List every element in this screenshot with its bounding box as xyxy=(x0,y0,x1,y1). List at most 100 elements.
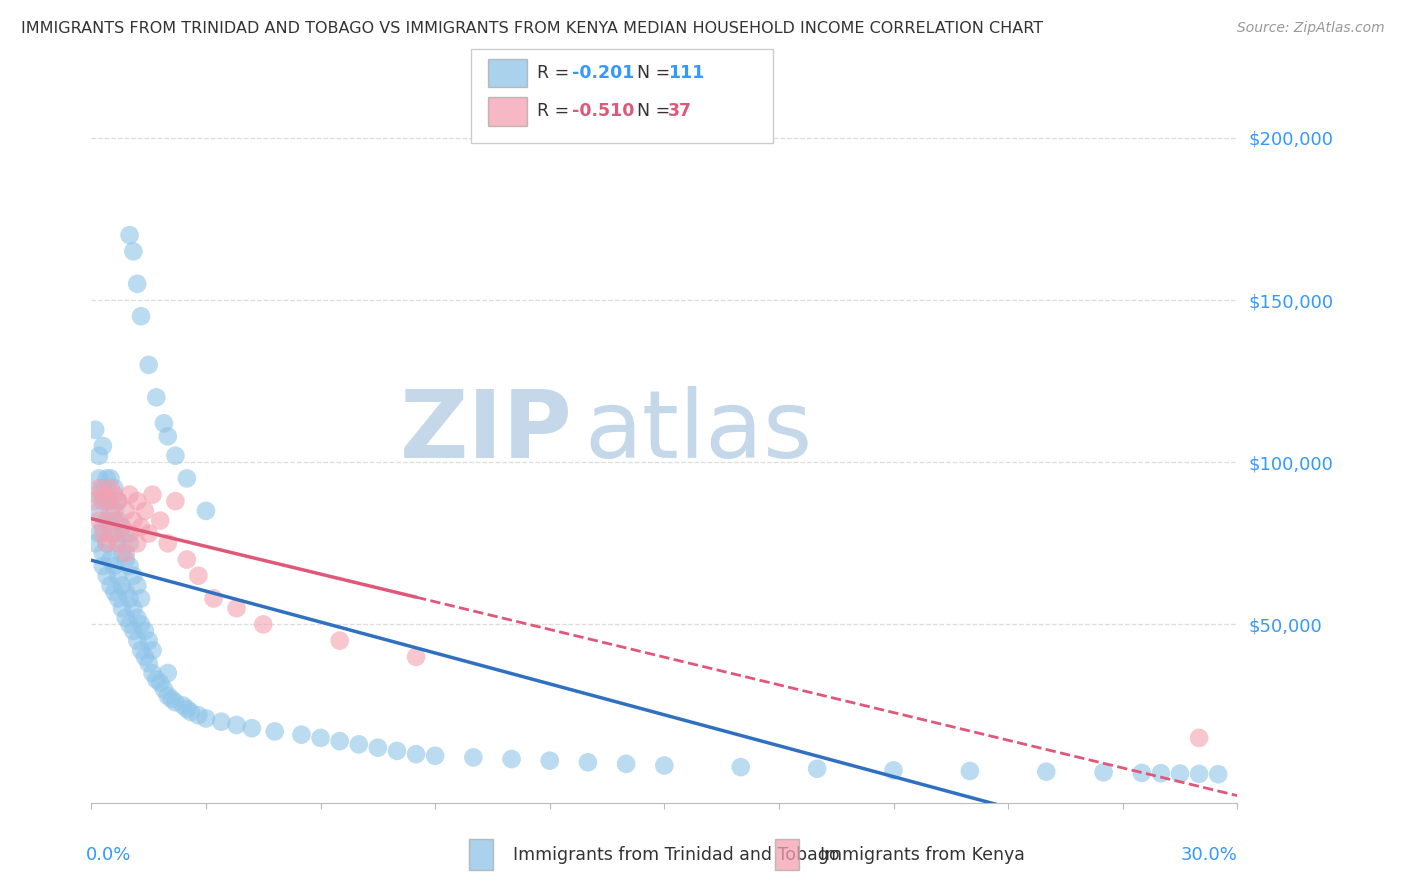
Point xyxy=(329,633,352,648)
Point xyxy=(122,624,145,638)
Point xyxy=(160,692,183,706)
Text: N =: N = xyxy=(626,103,675,120)
Point xyxy=(118,228,141,243)
Point xyxy=(114,546,136,560)
Point xyxy=(96,494,118,508)
Point xyxy=(91,546,114,560)
Point xyxy=(138,358,160,372)
Point xyxy=(91,559,114,574)
Point xyxy=(107,536,129,550)
Point xyxy=(118,559,141,574)
Point xyxy=(127,633,149,648)
Point xyxy=(1188,731,1211,745)
Point xyxy=(127,578,149,592)
Point xyxy=(84,494,107,508)
Point xyxy=(91,520,114,534)
Point xyxy=(309,731,332,745)
Text: N =: N = xyxy=(626,64,675,82)
Text: atlas: atlas xyxy=(583,385,813,478)
Point xyxy=(1188,767,1211,781)
Point xyxy=(111,546,134,560)
Point xyxy=(114,552,136,566)
Point xyxy=(111,601,134,615)
Point xyxy=(290,728,312,742)
Point xyxy=(538,754,561,768)
Point xyxy=(91,526,114,541)
Point xyxy=(118,591,141,606)
Point xyxy=(172,698,194,713)
Text: R =: R = xyxy=(537,103,575,120)
Point xyxy=(134,624,156,638)
Point xyxy=(1206,767,1229,781)
Point xyxy=(122,601,145,615)
Point xyxy=(194,711,217,725)
Point xyxy=(1035,764,1057,779)
Point xyxy=(1150,766,1173,780)
Point xyxy=(209,714,232,729)
Text: 0.0%: 0.0% xyxy=(86,846,131,863)
Point xyxy=(180,705,202,719)
Point xyxy=(153,682,176,697)
Text: Source: ZipAtlas.com: Source: ZipAtlas.com xyxy=(1237,21,1385,35)
Point xyxy=(652,758,675,772)
Text: -0.510: -0.510 xyxy=(572,103,634,120)
Point xyxy=(176,702,198,716)
Point xyxy=(107,494,129,508)
Point xyxy=(576,756,599,770)
Point xyxy=(103,504,125,518)
Point xyxy=(153,417,176,431)
Point xyxy=(882,764,904,778)
Point xyxy=(129,591,152,606)
Point xyxy=(187,708,209,723)
Point xyxy=(127,611,149,625)
Point xyxy=(141,643,163,657)
Point xyxy=(138,526,160,541)
Point xyxy=(176,552,198,566)
Point xyxy=(103,559,125,574)
Point xyxy=(501,752,523,766)
Point xyxy=(122,514,145,528)
Point xyxy=(91,481,114,495)
Point xyxy=(156,666,179,681)
Point xyxy=(91,488,114,502)
Point xyxy=(96,536,118,550)
Point xyxy=(103,526,125,541)
Point xyxy=(1168,766,1191,780)
Point xyxy=(129,520,152,534)
Point xyxy=(122,244,145,259)
Point xyxy=(103,585,125,599)
Text: R =: R = xyxy=(537,64,575,82)
Point xyxy=(103,488,125,502)
Point xyxy=(100,520,122,534)
Point xyxy=(127,494,149,508)
Point xyxy=(129,643,152,657)
Point xyxy=(114,504,136,518)
Point xyxy=(103,514,125,528)
Point xyxy=(129,617,152,632)
Point xyxy=(118,536,141,550)
Point xyxy=(141,488,163,502)
Point xyxy=(806,762,828,776)
Point xyxy=(111,520,134,534)
Point xyxy=(165,695,187,709)
Point xyxy=(107,494,129,508)
Point xyxy=(156,689,179,703)
Point xyxy=(84,536,107,550)
Text: 111: 111 xyxy=(668,64,704,82)
Point xyxy=(156,429,179,443)
Point xyxy=(730,760,752,774)
Point xyxy=(405,747,427,761)
Point xyxy=(100,552,122,566)
Point xyxy=(87,504,110,518)
Point xyxy=(107,514,129,528)
Text: Immigrants from Trinidad and Tobago: Immigrants from Trinidad and Tobago xyxy=(513,846,839,863)
Point xyxy=(91,439,114,453)
Point xyxy=(252,617,274,632)
Text: IMMIGRANTS FROM TRINIDAD AND TOBAGO VS IMMIGRANTS FROM KENYA MEDIAN HOUSEHOLD IN: IMMIGRANTS FROM TRINIDAD AND TOBAGO VS I… xyxy=(21,21,1043,36)
Point xyxy=(463,750,485,764)
Point xyxy=(141,666,163,681)
Point xyxy=(138,657,160,671)
Point xyxy=(1130,766,1153,780)
Point xyxy=(100,578,122,592)
Point xyxy=(127,277,149,291)
